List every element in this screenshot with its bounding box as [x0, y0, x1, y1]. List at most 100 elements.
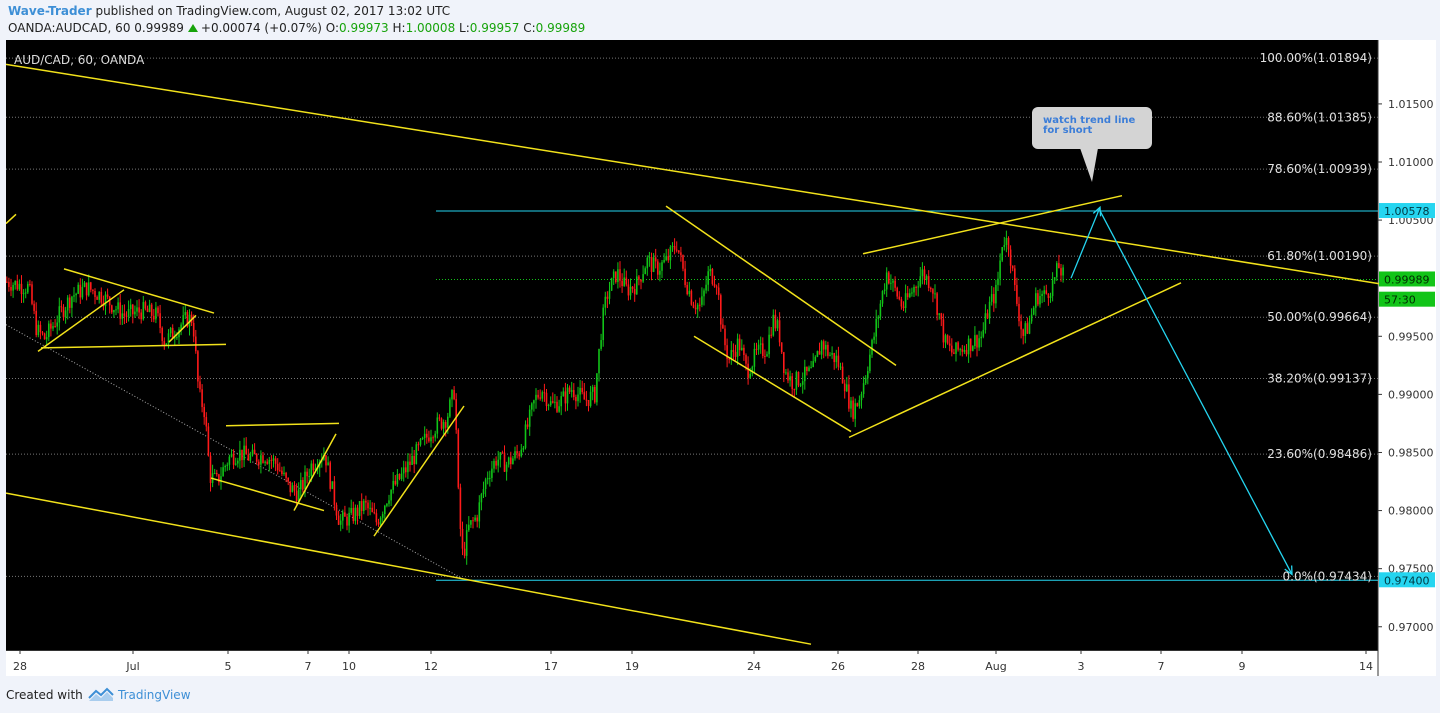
candle-up — [1024, 323, 1027, 336]
x-tick-label: 24 — [747, 660, 761, 673]
candle-down — [262, 455, 264, 463]
candle-up — [864, 378, 867, 384]
candle-down — [625, 277, 628, 285]
candle-down — [20, 283, 23, 294]
candle-down — [764, 356, 766, 358]
candle-up — [652, 257, 655, 272]
candle-down — [232, 453, 235, 465]
candle-up — [562, 391, 565, 397]
candle-down — [276, 463, 279, 471]
candle-up — [272, 458, 275, 461]
candle-down — [726, 345, 728, 359]
tradingview-logo-icon[interactable] — [88, 686, 114, 702]
candle-down — [694, 307, 697, 310]
candle-down — [295, 490, 298, 501]
candle-up — [470, 520, 472, 525]
candle-up — [801, 381, 804, 385]
candle-down — [100, 291, 103, 303]
price-chart[interactable]: AUD/CAD, 60, OANDA 100.00%(1.01894) 88.60%… — [6, 40, 1436, 676]
price-change: +0.00074 (+0.07%) — [200, 21, 322, 35]
projection-arrow — [1099, 210, 1293, 575]
candle-up — [66, 297, 69, 311]
candle-up — [766, 354, 768, 357]
price-axis-background — [1378, 40, 1436, 676]
candle-up — [174, 337, 176, 339]
price-marker — [1379, 203, 1435, 219]
candle-up — [411, 455, 413, 465]
candle-down — [738, 338, 741, 351]
candle-down — [111, 305, 113, 313]
candle-up — [873, 336, 875, 340]
candle-up — [707, 271, 709, 285]
candle-up — [115, 309, 117, 311]
candle-down — [976, 335, 978, 348]
candle-up — [27, 284, 29, 293]
candle-up — [877, 316, 880, 319]
candle-down — [654, 257, 657, 262]
annotation-callout[interactable]: watch trend line for short — [1032, 107, 1152, 149]
candle-up — [875, 318, 877, 337]
candle-down — [501, 452, 504, 454]
candle-up — [820, 341, 823, 355]
candle-down — [253, 449, 256, 455]
fib-label: 23.60%(0.98486) — [1267, 447, 1372, 461]
candle-up — [749, 373, 751, 378]
candle-up — [24, 292, 27, 294]
candle-down — [144, 302, 147, 309]
candle-up — [169, 327, 172, 334]
candle-up — [482, 489, 485, 495]
y-tick-label: 0.99000 — [1388, 388, 1434, 401]
candle-down — [161, 327, 163, 342]
candle-down — [417, 444, 420, 446]
candle-up — [879, 303, 882, 317]
candle-up — [1053, 277, 1056, 281]
candle-up — [308, 476, 310, 478]
x-tick-label: 9 — [1239, 660, 1246, 673]
tradingview-brand[interactable]: TradingView — [118, 688, 191, 702]
candle-down — [365, 500, 367, 503]
candle-down — [171, 327, 174, 339]
candle-up — [816, 351, 819, 357]
candle-down — [722, 324, 724, 329]
candle-up — [846, 384, 848, 392]
candle-down — [965, 349, 968, 355]
candle-up — [890, 282, 892, 284]
candle-down — [163, 341, 166, 346]
close-label: C: — [523, 21, 536, 35]
trendline — [693, 335, 852, 433]
candle-up — [1003, 245, 1006, 248]
candle-up — [934, 293, 936, 295]
candle-up — [850, 400, 852, 409]
candle-down — [444, 421, 447, 428]
candle-up — [45, 337, 48, 340]
candle-down — [203, 407, 205, 418]
author-link[interactable]: Wave-Trader — [8, 4, 92, 18]
candle-up — [741, 347, 743, 351]
candle-down — [633, 288, 636, 295]
candle-down — [325, 455, 327, 466]
candle-down — [1022, 329, 1024, 336]
candle-down — [453, 389, 455, 400]
candle-up — [71, 296, 73, 308]
candle-down — [69, 297, 71, 308]
candle-up — [430, 437, 432, 442]
candle-up — [730, 350, 733, 360]
candle-down — [245, 445, 247, 455]
candle-up — [369, 507, 371, 509]
candle-down — [337, 515, 340, 525]
candle-up — [127, 308, 130, 317]
candle-down — [680, 252, 682, 256]
candle-up — [142, 302, 145, 320]
candle-down — [745, 354, 747, 364]
candle-down — [43, 333, 46, 340]
chart-area[interactable]: AUD/CAD, 60, OANDA 100.00%(1.01894) 88.60%… — [6, 40, 1436, 676]
candle-down — [1047, 293, 1050, 299]
candle-down — [41, 332, 44, 334]
candle-up — [407, 461, 409, 473]
trendline — [168, 314, 197, 343]
candle-down — [896, 287, 898, 297]
candle-up — [249, 455, 252, 461]
candle-up — [1001, 247, 1003, 261]
candle-up — [148, 304, 151, 312]
candle-down — [398, 473, 401, 480]
